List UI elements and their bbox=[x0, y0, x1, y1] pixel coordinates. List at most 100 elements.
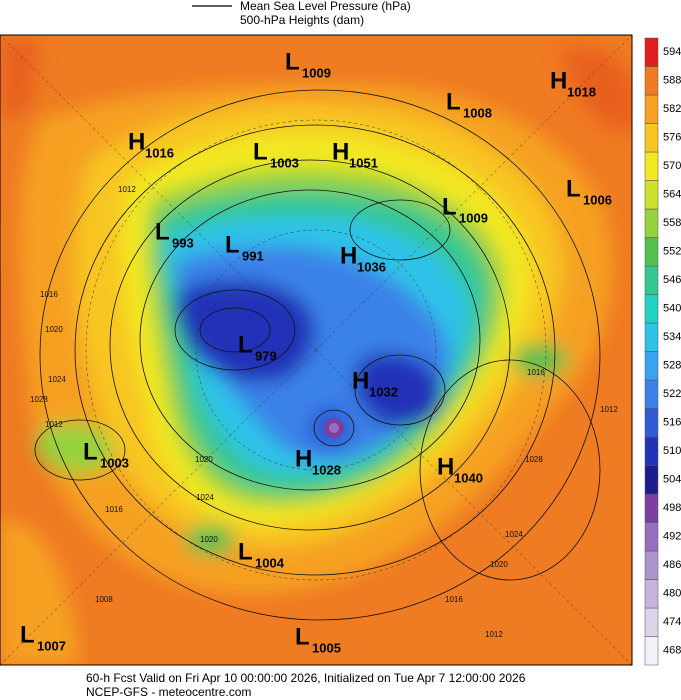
colorbar-box bbox=[644, 522, 659, 552]
center-letter: H bbox=[128, 128, 145, 155]
colorbar-box bbox=[644, 322, 659, 352]
map-frame bbox=[0, 34, 633, 666]
contour-label: 1016 bbox=[105, 505, 123, 514]
colorbar-label: 552 bbox=[663, 246, 681, 258]
colorbar-label: 540 bbox=[663, 303, 681, 315]
center-value: 1008 bbox=[463, 105, 492, 120]
contour-label: 1012 bbox=[485, 630, 503, 639]
pressure-center: L 1005 bbox=[295, 623, 341, 655]
colorbar-label: 516 bbox=[663, 417, 681, 429]
colorbar-label: 468 bbox=[663, 645, 681, 657]
center-value: 1036 bbox=[357, 259, 386, 274]
colorbar-label: 474 bbox=[663, 616, 681, 628]
center-value: 1007 bbox=[37, 638, 66, 653]
center-value: 1018 bbox=[567, 84, 596, 99]
colorbar-box bbox=[644, 465, 659, 495]
colorbar-label: 522 bbox=[663, 388, 681, 400]
colorbar-box bbox=[644, 493, 659, 523]
center-letter: L bbox=[566, 175, 581, 202]
pressure-center: L 1007 bbox=[20, 621, 66, 653]
center-letter: H bbox=[340, 242, 357, 269]
center-value: 1016 bbox=[145, 145, 174, 160]
colorbar-box bbox=[644, 294, 659, 324]
center-letter: H bbox=[332, 138, 349, 165]
colorbar-label: 546 bbox=[663, 274, 681, 286]
pressure-center: L 1008 bbox=[446, 88, 492, 120]
center-letter: L bbox=[20, 621, 35, 648]
center-value: 1009 bbox=[459, 210, 488, 225]
colorbar-label: 582 bbox=[663, 103, 681, 115]
colorbar-box bbox=[644, 607, 659, 637]
colorbar-label: 510 bbox=[663, 445, 681, 457]
colorbar-box bbox=[644, 208, 659, 238]
center-letter: L bbox=[295, 623, 310, 650]
contour-label: 1012 bbox=[118, 185, 136, 194]
center-letter: L bbox=[285, 48, 300, 75]
contour-label: 1024 bbox=[196, 493, 214, 502]
contour-label: 1024 bbox=[505, 530, 523, 539]
contour-label: 1016 bbox=[40, 290, 58, 299]
colorbar-label: 486 bbox=[663, 559, 681, 571]
pressure-center: H 1036 bbox=[340, 242, 386, 274]
colorbar-box bbox=[644, 579, 659, 609]
colorbar-label: 594 bbox=[663, 46, 681, 58]
colorbar-label: 504 bbox=[663, 474, 681, 486]
center-value: 1005 bbox=[312, 640, 341, 655]
center-letter: L bbox=[155, 218, 170, 245]
contour-label: 1012 bbox=[600, 405, 618, 414]
colorbar-label: 564 bbox=[663, 189, 681, 201]
colorbar-box bbox=[644, 636, 659, 666]
contour-label: 1012 bbox=[45, 420, 63, 429]
center-letter: H bbox=[352, 367, 369, 394]
pressure-center: H 1032 bbox=[352, 367, 398, 399]
center-value: 1004 bbox=[255, 555, 285, 570]
center-value: 1040 bbox=[454, 470, 483, 485]
legend-text: Mean Sea Level Pressure (hPa) bbox=[240, 0, 411, 13]
legend-text: 500-hPa Heights (dam) bbox=[240, 13, 364, 27]
colorbar-box bbox=[644, 265, 659, 295]
contour-label: 1024 bbox=[48, 375, 66, 384]
contour-label: 1016 bbox=[445, 595, 463, 604]
isobars bbox=[34, 89, 601, 621]
colorbar-box bbox=[644, 436, 659, 466]
colorbar-box bbox=[644, 123, 659, 153]
pressure-center: H 1051 bbox=[332, 138, 378, 170]
colorbar-label: 498 bbox=[663, 502, 681, 514]
colorbar-box bbox=[644, 408, 659, 438]
pressure-center: L 991 bbox=[225, 231, 264, 263]
contour-label: 1020 bbox=[490, 560, 508, 569]
colorbar-label: 558 bbox=[663, 217, 681, 229]
center-letter: L bbox=[442, 193, 457, 220]
center-value: 1032 bbox=[369, 384, 398, 399]
contour-label: 1020 bbox=[200, 535, 218, 544]
colorbar-label: 576 bbox=[663, 132, 681, 144]
pressure-center: L 1004 bbox=[238, 538, 285, 570]
center-value: 1028 bbox=[312, 462, 341, 477]
colorbar-box bbox=[644, 151, 659, 181]
contour-label: 1028 bbox=[30, 395, 48, 404]
pressure-center: H 1028 bbox=[295, 445, 341, 477]
center-letter: L bbox=[225, 231, 240, 258]
footer-text: NCEP-GFS - meteocentre.com bbox=[86, 685, 251, 699]
contour-label: 1008 bbox=[95, 595, 113, 604]
center-letter: H bbox=[437, 453, 454, 480]
colorbar-box bbox=[644, 66, 659, 96]
pressure-center: H 1040 bbox=[437, 453, 483, 485]
footer-text: 60-h Fcst Valid on Fri Apr 10 00:00:00 2… bbox=[86, 671, 526, 685]
center-value: 1006 bbox=[583, 192, 612, 207]
center-letter: L bbox=[253, 138, 268, 165]
colorbar-box bbox=[644, 37, 659, 67]
colorbar-label: 492 bbox=[663, 531, 681, 543]
center-value: 1009 bbox=[302, 65, 331, 80]
contour-label: 1020 bbox=[195, 455, 213, 464]
pressure-center: L 1003 bbox=[83, 438, 129, 470]
pressure-center: L 979 bbox=[238, 331, 277, 363]
center-letter: L bbox=[238, 331, 253, 358]
contour-label: 1028 bbox=[525, 455, 543, 464]
colorbar-label: 588 bbox=[663, 75, 681, 87]
pressure-center: L 1006 bbox=[566, 175, 612, 207]
colorbar-box bbox=[644, 550, 659, 580]
pressure-center: L 1009 bbox=[285, 48, 331, 80]
